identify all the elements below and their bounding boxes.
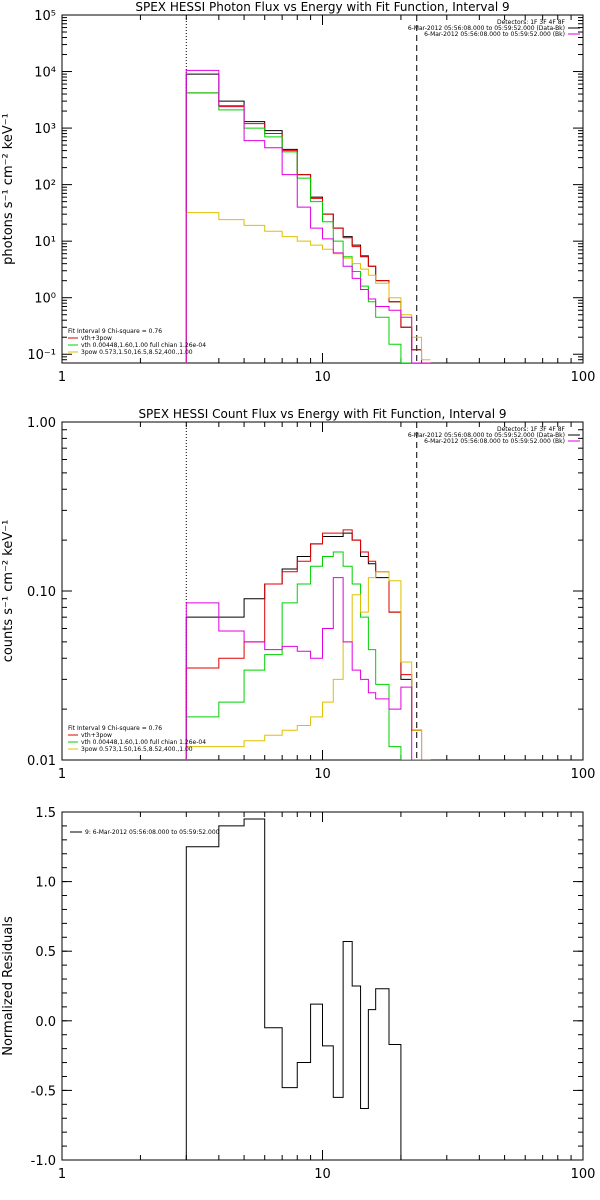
fit-legend-entry: vth 0.00448,1.60,1.00 full chian 1.26e-0…	[81, 342, 206, 349]
x-tick-label: 10	[314, 370, 331, 385]
x-tick-label: 1	[58, 1167, 66, 1182]
fit-legend-title: Fit Interval 9 Chi-square = 0.76	[68, 725, 162, 732]
series-line-3	[185, 571, 431, 760]
info-legend-entry: Detectors: 1F 3F 4F 8F	[497, 426, 566, 433]
info-legend-entry: 6-Mar-2012 05:56:08.000 to 05:59:52.000 …	[424, 31, 565, 38]
y-tick-label: -1.0	[31, 1154, 56, 1169]
chart-title: SPEX HESSI Count Flux vs Energy with Fit…	[138, 407, 506, 421]
plot-area	[61, 811, 584, 1161]
y-tick-label: 0.10	[27, 585, 56, 600]
series-line-0	[185, 818, 431, 1160]
y-tick-label: 10²	[34, 179, 56, 194]
info-legend-entry: Detectors: 1F 3F 4F 8F	[497, 19, 566, 26]
x-tick-label: 10	[314, 1167, 331, 1182]
y-tick-label: 10⁻¹	[27, 348, 56, 363]
x-tick-label: 100	[571, 370, 596, 385]
y-tick-label: 1.0	[35, 876, 56, 891]
fit-legend-entry: 3pow 0.573,1.50,16.5,8.52,400.,1.00	[81, 349, 193, 356]
info-legend-entry: 6-Mar-2012 05:56:08.000 to 05:59:52.000 …	[424, 438, 565, 445]
y-tick-label: 0.0	[35, 1015, 56, 1030]
series-line-3	[185, 212, 431, 363]
y-tick-label: 0.01	[27, 754, 56, 769]
series-line-0	[185, 73, 431, 363]
info-legend-entry: 6-Mar-2012 05:56:08.000 to 05:59:52.000 …	[408, 432, 565, 439]
y-tick-label: 10⁰	[34, 292, 56, 307]
y-axis-label: Normalized Residuals	[1, 916, 16, 1056]
y-axis-label: counts s⁻¹ cm⁻² keV⁻¹	[1, 520, 16, 663]
legend-entry: 9: 6-Mar-2012 05:56:08.000 to 05:59:52.0…	[85, 829, 220, 836]
fit-legend-title: Fit Interval 9 Chi-square = 0.76	[68, 328, 162, 335]
y-tick-label: 1.5	[35, 806, 56, 821]
series-line-4	[185, 577, 431, 760]
x-tick-label: 1	[58, 370, 66, 385]
y-tick-label: 10¹	[34, 235, 56, 250]
y-tick-label: 10⁴	[34, 66, 56, 81]
y-tick-label: 10⁵	[34, 9, 56, 24]
fit-legend-entry: vth+3pow	[81, 335, 112, 342]
y-tick-label: 10³	[34, 122, 56, 137]
series-line-2	[185, 551, 431, 760]
x-tick-label: 100	[571, 1167, 596, 1182]
info-legend-entry: 6-Mar-2012 05:56:08.000 to 05:59:52.000 …	[408, 25, 565, 32]
x-tick-label: 10	[314, 767, 331, 782]
chart-title: SPEX HESSI Photon Flux vs Energy with Fi…	[135, 0, 509, 14]
series-line-4	[185, 69, 431, 363]
fit-legend-entry: 3pow 0.573,1.50,16.5,8.52,400.,1.00	[81, 746, 193, 753]
y-tick-label: 1.00	[27, 416, 56, 431]
plot-area	[61, 14, 584, 364]
fit-legend-entry: vth 0.00448,1.60,1.00 full chian 1.26e-0…	[81, 739, 206, 746]
x-tick-label: 1	[58, 767, 66, 782]
series-line-2	[185, 92, 431, 363]
x-tick-label: 100	[571, 767, 596, 782]
fit-legend-entry: vth+3pow	[81, 732, 112, 739]
y-tick-label: 0.5	[35, 945, 56, 960]
series-line-1	[185, 92, 431, 363]
y-axis-label: photons s⁻¹ cm⁻² keV⁻¹	[1, 113, 16, 265]
y-tick-label: -0.5	[31, 1084, 56, 1099]
